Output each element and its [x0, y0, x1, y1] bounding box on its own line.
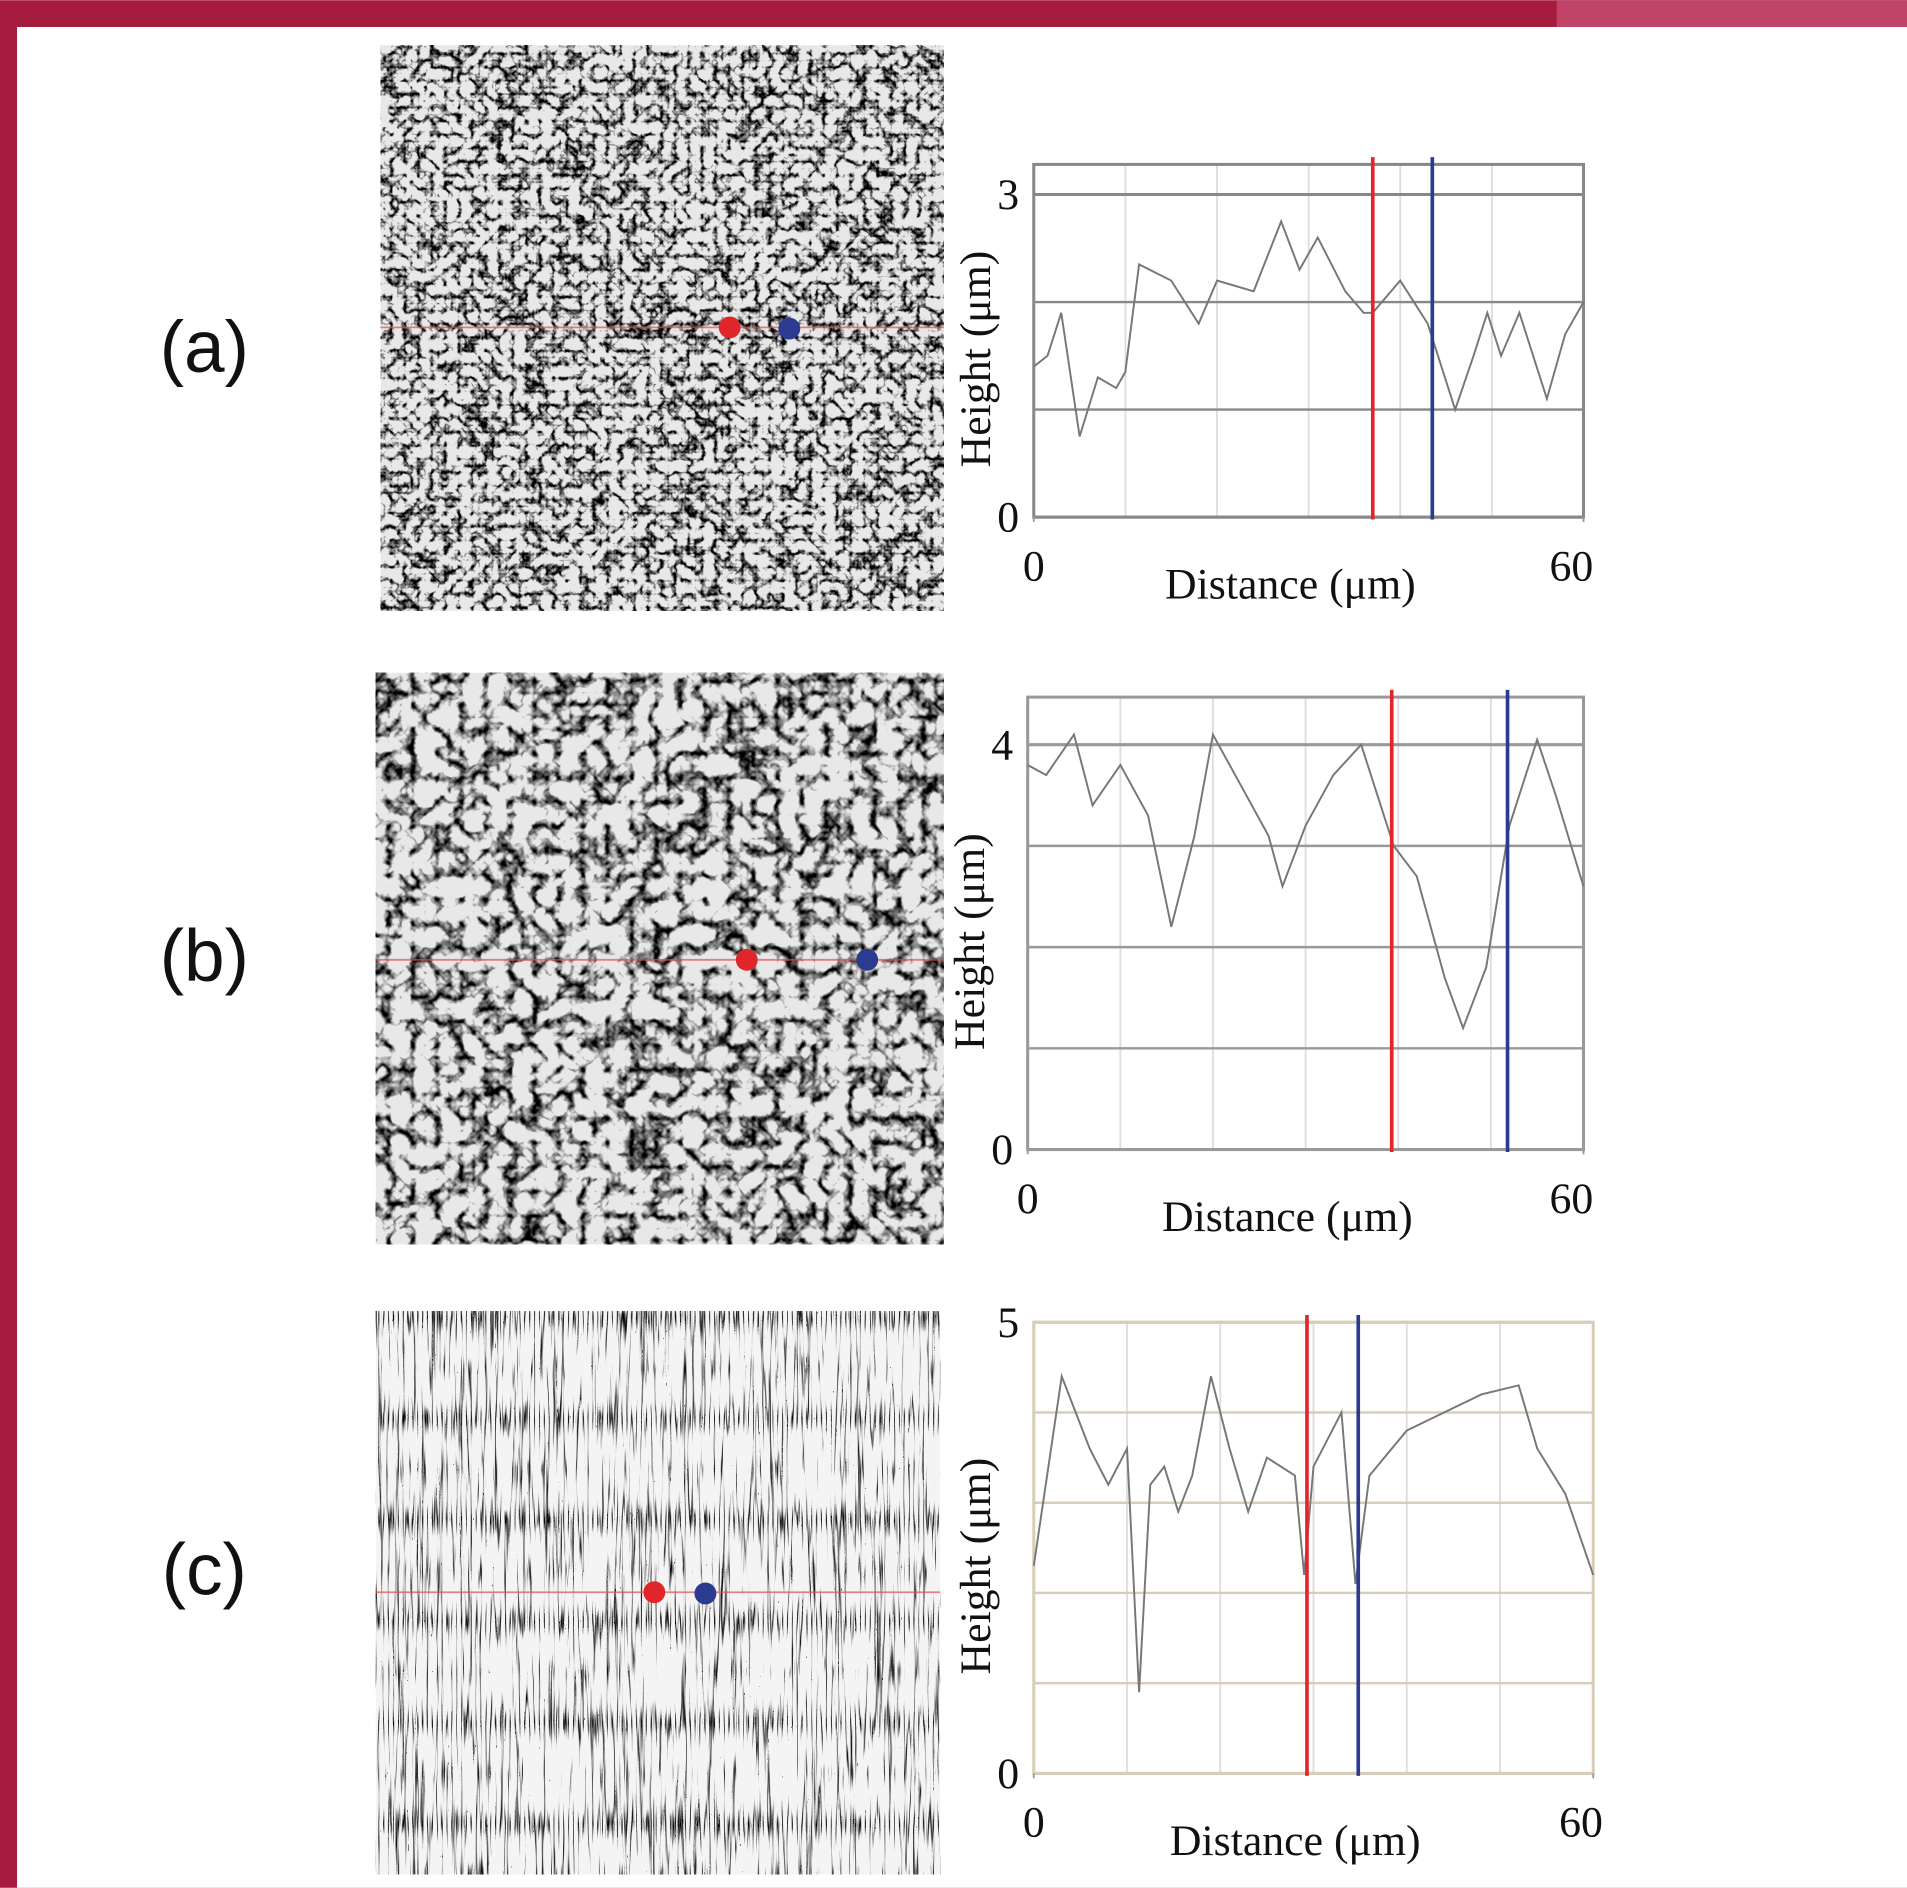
y-tick-label: 4 — [991, 721, 1013, 769]
profile-chart: 0 4 0 60 Distance (μm) Height (μm) — [946, 689, 1593, 1241]
x-tick-label: 0 — [1023, 1799, 1045, 1847]
x-axis-label: Distance (μm) — [1162, 1193, 1413, 1241]
x-axis-label: Distance (μm) — [1165, 561, 1416, 609]
y-tick-label: 3 — [997, 171, 1019, 219]
panel-label: (a) — [160, 307, 249, 388]
micrograph-a — [380, 45, 944, 611]
panel-label: (b) — [160, 915, 249, 996]
panel-label: (c) — [162, 1529, 247, 1610]
x-tick-label: 0 — [1023, 542, 1045, 590]
profile-line — [1027, 731, 1585, 1031]
y-tick-label: 0 — [991, 1126, 1013, 1174]
micrograph-c — [375, 1311, 941, 1875]
x-tick-label: 60 — [1559, 1799, 1603, 1847]
profile-chart: 0 5 0 60 Distance (μm) Height (μm) — [952, 1299, 1603, 1865]
y-tick-label: 5 — [997, 1299, 1019, 1347]
y-axis-label: Height (μm) — [952, 1458, 1000, 1675]
micrograph-b — [375, 672, 944, 1245]
frame-highlight — [1556, 0, 1907, 27]
profile-line — [1032, 1372, 1595, 1693]
x-tick-label: 60 — [1549, 1175, 1593, 1223]
x-tick-label: 60 — [1549, 542, 1593, 590]
y-axis-label: Height (μm) — [946, 833, 994, 1050]
profile-line — [1033, 218, 1585, 437]
x-axis-label: Distance (μm) — [1170, 1817, 1421, 1865]
y-axis-label: Height (μm) — [952, 251, 1000, 468]
x-tick-label: 0 — [1017, 1175, 1039, 1223]
y-tick-label: 0 — [997, 494, 1019, 542]
y-tick-label: 0 — [997, 1750, 1019, 1798]
